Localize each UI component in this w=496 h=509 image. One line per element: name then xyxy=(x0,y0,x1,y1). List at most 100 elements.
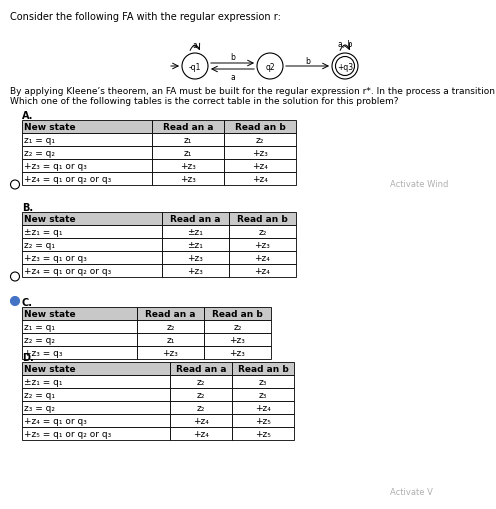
Bar xyxy=(22,320,137,333)
Bar xyxy=(224,173,296,186)
Text: Read an a: Read an a xyxy=(163,123,213,132)
Text: +z₅: +z₅ xyxy=(255,416,271,425)
Bar xyxy=(224,134,296,147)
Bar xyxy=(152,147,224,160)
Text: ±z₁ = q₁: ±z₁ = q₁ xyxy=(24,228,63,237)
Bar xyxy=(229,265,296,277)
Text: C.: C. xyxy=(22,297,33,307)
Bar xyxy=(22,265,162,277)
Bar xyxy=(22,362,170,375)
Text: z₂: z₂ xyxy=(256,136,264,145)
Text: z₂: z₂ xyxy=(197,377,205,386)
Text: New state: New state xyxy=(24,364,76,373)
Text: +z₄: +z₄ xyxy=(252,175,268,184)
Text: +z₃ = q₃: +z₃ = q₃ xyxy=(24,348,63,357)
Bar xyxy=(152,173,224,186)
Text: +z₄: +z₄ xyxy=(255,403,271,412)
Text: D.: D. xyxy=(22,352,34,362)
Bar xyxy=(232,362,294,375)
Bar xyxy=(137,333,204,346)
Text: +z₃: +z₃ xyxy=(180,162,196,171)
Text: -q1: -q1 xyxy=(189,63,201,71)
Text: z₂ = q₁: z₂ = q₁ xyxy=(24,241,56,249)
Text: +z₃: +z₃ xyxy=(254,241,270,249)
Text: Read an a: Read an a xyxy=(145,309,196,318)
Text: Which one of the following tables is the correct table in the solution for this : Which one of the following tables is the… xyxy=(10,97,398,106)
Text: +z₃: +z₃ xyxy=(180,175,196,184)
Bar xyxy=(22,375,170,388)
Text: a, b: a, b xyxy=(338,40,352,49)
Bar xyxy=(22,147,152,160)
Bar xyxy=(232,388,294,401)
Text: +q3: +q3 xyxy=(337,63,353,71)
Text: New state: New state xyxy=(24,215,76,223)
Text: z₂: z₂ xyxy=(166,322,175,331)
Text: +z₃: +z₃ xyxy=(187,267,203,275)
Text: q2: q2 xyxy=(265,63,275,71)
Bar xyxy=(170,414,232,427)
Text: ±z₁: ±z₁ xyxy=(187,228,203,237)
Bar xyxy=(204,346,271,359)
Bar xyxy=(162,239,229,251)
Text: z₁: z₁ xyxy=(184,136,192,145)
Text: z₁: z₁ xyxy=(166,335,175,344)
Text: z₃: z₃ xyxy=(259,377,267,386)
Bar xyxy=(170,401,232,414)
Bar xyxy=(229,251,296,265)
Text: z₂: z₂ xyxy=(197,390,205,399)
Bar xyxy=(22,414,170,427)
Circle shape xyxy=(332,54,358,80)
Text: +z₄ = q₁ or q₂ or q₃: +z₄ = q₁ or q₂ or q₃ xyxy=(24,175,112,184)
Text: z₂ = q₂: z₂ = q₂ xyxy=(24,149,56,158)
Bar xyxy=(232,375,294,388)
Circle shape xyxy=(10,297,19,306)
Text: z₁ = q₁: z₁ = q₁ xyxy=(24,136,56,145)
Text: +z₄ = q₁ or q₂ or q₃: +z₄ = q₁ or q₂ or q₃ xyxy=(24,267,112,275)
Bar xyxy=(22,333,137,346)
Text: b: b xyxy=(305,56,310,65)
Text: z₂: z₂ xyxy=(197,403,205,412)
Bar xyxy=(170,362,232,375)
Bar xyxy=(162,213,229,225)
Bar xyxy=(232,401,294,414)
Bar xyxy=(162,265,229,277)
Text: z₁: z₁ xyxy=(184,149,192,158)
Text: Read an b: Read an b xyxy=(238,364,288,373)
Text: z₂: z₂ xyxy=(258,228,267,237)
Text: ±z₁: ±z₁ xyxy=(187,241,203,249)
Circle shape xyxy=(257,54,283,80)
Bar xyxy=(22,427,170,440)
Text: z₂ = q₂: z₂ = q₂ xyxy=(24,335,56,344)
Text: Consider the following FA with the regular expression r:: Consider the following FA with the regul… xyxy=(10,12,281,22)
Bar xyxy=(22,225,162,239)
Bar xyxy=(137,307,204,320)
Bar xyxy=(22,388,170,401)
Text: +z₃: +z₃ xyxy=(163,348,179,357)
Bar xyxy=(152,121,224,134)
Text: +z₄ = q₁ or q₃: +z₄ = q₁ or q₃ xyxy=(24,416,87,425)
Text: ±z₁ = q₁: ±z₁ = q₁ xyxy=(24,377,63,386)
Bar xyxy=(22,239,162,251)
Bar xyxy=(170,427,232,440)
Bar xyxy=(224,121,296,134)
Bar xyxy=(224,147,296,160)
Bar xyxy=(22,213,162,225)
Bar xyxy=(229,239,296,251)
Text: +z₄: +z₄ xyxy=(252,162,268,171)
Text: Read an b: Read an b xyxy=(235,123,285,132)
Text: +z₃ = q₁ or q₃: +z₃ = q₁ or q₃ xyxy=(24,162,87,171)
Text: Read an a: Read an a xyxy=(170,215,221,223)
Bar xyxy=(204,333,271,346)
Bar xyxy=(170,388,232,401)
Text: Activate Wind: Activate Wind xyxy=(390,180,448,189)
Bar xyxy=(224,160,296,173)
Bar xyxy=(22,401,170,414)
Text: +z₃: +z₃ xyxy=(230,335,246,344)
Text: z₂: z₂ xyxy=(233,322,242,331)
Bar xyxy=(152,134,224,147)
Circle shape xyxy=(182,54,208,80)
Bar xyxy=(162,225,229,239)
Text: +z₃ = q₁ or q₃: +z₃ = q₁ or q₃ xyxy=(24,253,87,263)
Bar xyxy=(22,346,137,359)
Bar xyxy=(152,160,224,173)
